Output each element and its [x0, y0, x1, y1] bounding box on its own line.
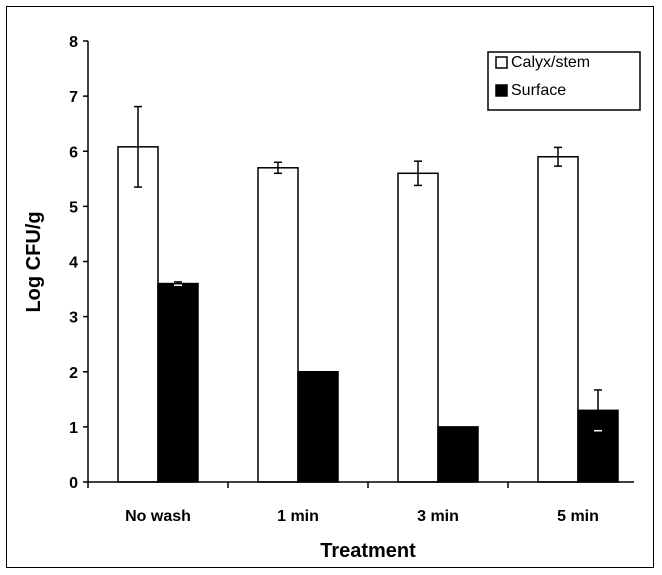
y-tick-label: 6 — [69, 144, 78, 161]
y-tick-label: 2 — [69, 365, 78, 382]
x-tick-label: 3 min — [417, 508, 459, 525]
y-tick-label: 0 — [69, 475, 78, 492]
error-bar — [274, 161, 282, 175]
x-tick-label: No wash — [125, 508, 191, 525]
bar-calyx-stem — [397, 172, 439, 483]
error-bar — [414, 160, 422, 187]
legend-label: Calyx/stem — [511, 54, 590, 71]
legend-label: Surface — [511, 82, 566, 99]
y-axis-ticks: 0 1 2 3 4 5 6 7 8 — [69, 34, 88, 492]
bar-surface — [297, 371, 339, 483]
y-tick-label: 7 — [69, 89, 78, 106]
bar-calyx-stem — [257, 167, 299, 483]
x-axis-ticks: No wash 1 min 3 min 5 min — [125, 508, 599, 525]
y-tick-label: 5 — [69, 199, 78, 216]
error-bar — [554, 146, 562, 167]
legend-swatch — [495, 56, 508, 69]
y-axis-title: Log CFU/g — [23, 211, 45, 312]
y-tick-label: 8 — [69, 34, 78, 51]
bars — [117, 105, 619, 483]
legend-box — [487, 51, 641, 111]
bar-surface — [157, 282, 199, 483]
bar-surface — [437, 426, 479, 483]
x-tick-label: 5 min — [557, 508, 599, 525]
y-tick-label: 3 — [69, 310, 78, 327]
x-tick-label: 1 min — [277, 508, 319, 525]
error-bar — [134, 105, 142, 188]
legend: Calyx/stem Surface — [487, 51, 641, 111]
error-bar — [594, 389, 602, 432]
y-tick-label: 4 — [69, 255, 78, 272]
x-axis-title: Treatment — [320, 540, 416, 562]
y-tick-label: 1 — [69, 420, 78, 437]
error-bar — [174, 281, 182, 286]
axes — [87, 41, 634, 488]
chart-frame — [6, 6, 654, 568]
bar-calyx-stem — [537, 156, 579, 483]
legend-swatch — [495, 84, 508, 97]
bar-calyx-stem — [117, 146, 159, 483]
